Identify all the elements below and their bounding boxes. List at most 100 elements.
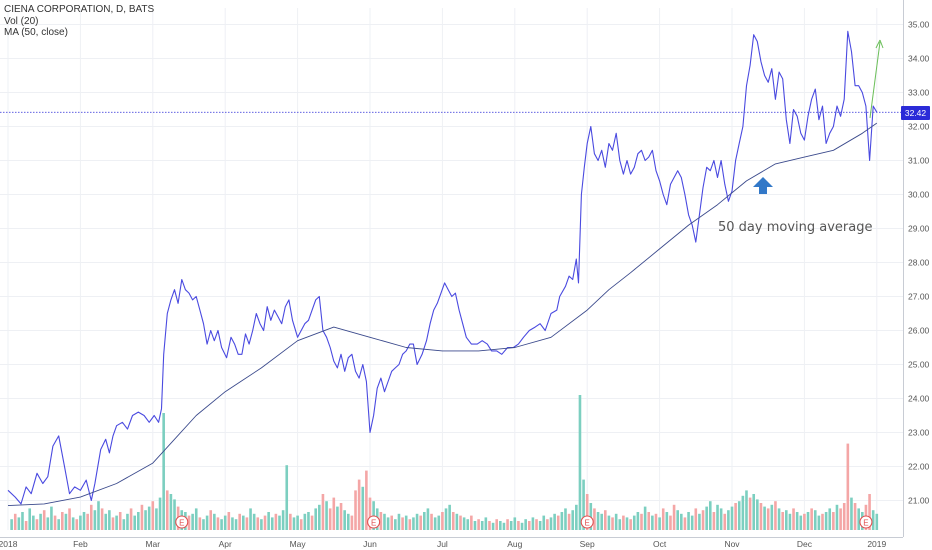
earnings-marker-label: E bbox=[863, 519, 868, 528]
volume-bar bbox=[292, 517, 296, 530]
volume-bar bbox=[875, 513, 879, 530]
volume-bar bbox=[325, 501, 328, 530]
volume-bar bbox=[162, 413, 165, 530]
volume-bar bbox=[270, 517, 274, 530]
volume-bar bbox=[708, 501, 712, 530]
volume-bar bbox=[216, 517, 220, 530]
volume-bar bbox=[332, 497, 336, 530]
volume-bar bbox=[553, 513, 556, 530]
volume-bars bbox=[10, 395, 879, 530]
volume-bar bbox=[346, 513, 350, 530]
volume-bar bbox=[79, 515, 82, 530]
volume-bar bbox=[690, 515, 694, 530]
y-axis: 35.00 34.00 33.00 32.00 31.00 30.00 29.00 28.00… bbox=[903, 0, 930, 537]
volume-bar bbox=[299, 519, 303, 530]
earnings-marker bbox=[580, 515, 594, 529]
volume-bar bbox=[321, 494, 325, 530]
volume-bar bbox=[473, 521, 477, 530]
volume-bar bbox=[582, 479, 585, 530]
volume-bar bbox=[104, 513, 108, 530]
volume-bar bbox=[423, 512, 426, 530]
volume-bar bbox=[857, 508, 860, 530]
y-tick-label: 23.00 bbox=[908, 428, 930, 438]
volume-bar bbox=[839, 508, 842, 530]
volume-bar bbox=[379, 512, 383, 530]
volume-bar bbox=[245, 517, 249, 530]
volume-bar bbox=[752, 494, 756, 530]
volume-bar bbox=[350, 515, 354, 530]
volume-bar bbox=[538, 521, 542, 530]
volume-bar bbox=[285, 465, 289, 530]
volume-bar bbox=[35, 519, 39, 530]
volume-bar bbox=[444, 508, 448, 530]
y-tick-label: 32.00 bbox=[908, 122, 930, 132]
volume-bar bbox=[499, 521, 502, 530]
volume-bar bbox=[792, 508, 795, 530]
volume-bar bbox=[853, 503, 857, 530]
volume-bar bbox=[307, 512, 310, 530]
volume-bar bbox=[46, 517, 50, 530]
volume-bar bbox=[61, 512, 64, 530]
y-tick-label: 27.00 bbox=[908, 292, 930, 302]
volume-bar bbox=[361, 486, 365, 530]
volume-bar bbox=[828, 508, 832, 530]
y-tick-label: 25.00 bbox=[908, 360, 930, 370]
volume-bar bbox=[100, 508, 104, 530]
volume-bar bbox=[198, 517, 202, 530]
volume-bar bbox=[868, 494, 871, 530]
volume-bar bbox=[394, 519, 397, 530]
y-tick-label: 22.00 bbox=[908, 462, 930, 472]
volume-bar bbox=[354, 490, 357, 530]
volume-bar bbox=[32, 515, 35, 530]
green-arrow-icon bbox=[869, 41, 881, 119]
volume-bar bbox=[506, 519, 509, 530]
volume-bar bbox=[600, 513, 603, 530]
volume-bar bbox=[53, 515, 57, 530]
x-tick-label: Jun bbox=[363, 539, 377, 549]
volume-bar bbox=[835, 504, 839, 530]
volume-bar bbox=[604, 510, 607, 530]
volume-bar bbox=[191, 513, 194, 530]
x-tick-label: Jul bbox=[437, 539, 448, 549]
x-tick-label: Dec bbox=[797, 539, 813, 549]
volume-bar bbox=[842, 503, 846, 530]
earnings-marker bbox=[367, 515, 381, 529]
volume-bar bbox=[227, 512, 231, 530]
volume-bar bbox=[477, 519, 480, 530]
volume-bar bbox=[585, 494, 589, 530]
y-tick-label: 28.00 bbox=[908, 258, 930, 268]
moving-average-line bbox=[7, 122, 878, 507]
legend-volume: Vol (20) bbox=[4, 15, 39, 27]
x-tick-label: 2018 bbox=[0, 539, 18, 549]
volume-bar bbox=[68, 508, 71, 530]
volume-bar bbox=[748, 497, 752, 530]
volume-bar bbox=[788, 513, 792, 530]
volume-bar bbox=[629, 519, 632, 530]
volume-bar bbox=[759, 503, 763, 530]
volume-bar bbox=[546, 519, 549, 530]
volume-bar bbox=[133, 515, 136, 530]
volume-bar bbox=[723, 513, 727, 530]
volume-bar bbox=[252, 513, 256, 530]
volume-bar bbox=[810, 508, 813, 530]
volume-bar bbox=[719, 508, 723, 530]
y-tick-label: 33.00 bbox=[908, 88, 930, 98]
volume-bar bbox=[651, 515, 654, 530]
volume-bar bbox=[336, 506, 339, 530]
volume-bar bbox=[647, 512, 651, 530]
volume-bar bbox=[846, 443, 850, 530]
volume-bar bbox=[850, 497, 853, 530]
volume-bar bbox=[89, 504, 93, 530]
volume-bar bbox=[144, 510, 147, 530]
volume-bar bbox=[824, 512, 828, 530]
volume-bar bbox=[495, 519, 498, 530]
volume-bar bbox=[451, 512, 455, 530]
volume-bar bbox=[701, 510, 705, 530]
annotation-arrows bbox=[753, 39, 884, 194]
price-series bbox=[7, 30, 878, 507]
volume-bar bbox=[589, 503, 593, 530]
volume-bar bbox=[441, 512, 444, 530]
volume-bar bbox=[13, 513, 17, 530]
